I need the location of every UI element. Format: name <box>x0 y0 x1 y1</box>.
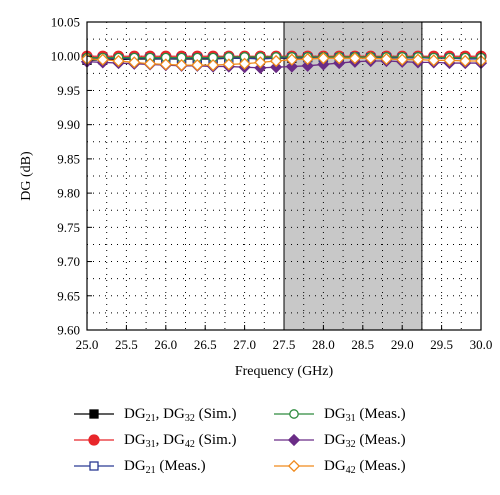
shaded-band-layer <box>283 21 423 331</box>
data-point <box>459 54 472 68</box>
data-point <box>364 52 377 65</box>
data-point <box>317 58 330 71</box>
x-tick-label: 28.5 <box>351 337 374 352</box>
data-point <box>143 57 157 70</box>
data-point <box>222 58 235 71</box>
x-tick-label: 30.0 <box>470 337 493 352</box>
shaded-band <box>283 21 423 331</box>
y-tick-label: 9.90 <box>57 117 80 132</box>
x-tick-label: 29.5 <box>430 337 453 352</box>
data-point <box>411 53 425 66</box>
data-point <box>396 53 409 66</box>
y-tick-label: 9.80 <box>57 186 80 201</box>
data-point <box>427 54 440 67</box>
y-tick-label: 9.75 <box>57 220 80 235</box>
data-point <box>317 52 330 65</box>
data-point <box>270 54 283 68</box>
x-tick-label: 26.0 <box>154 337 177 352</box>
x-tick-label: 25.0 <box>76 337 99 352</box>
y-tick-label: 9.65 <box>57 288 80 303</box>
tick-layer: 25.0 25.5 26.0 26.5 27.0 27.5 28.0 28.5 29.0 29.5… <box>51 15 493 353</box>
x-tick-label: 27.5 <box>273 337 296 352</box>
y-axis-label: DG (dB) <box>19 151 34 201</box>
y-tick-label: 9.95 <box>57 83 80 98</box>
data-point <box>348 52 362 65</box>
x-tick-label: 29.0 <box>391 337 414 352</box>
y-tick-label: 10.05 <box>51 15 80 30</box>
y-tick-label: 9.85 <box>57 151 80 166</box>
data-point <box>301 52 314 66</box>
data-point <box>128 56 141 69</box>
x-tick-label: 27.0 <box>233 337 256 352</box>
y-tick-label: 10.00 <box>51 49 80 64</box>
data-point <box>238 57 251 70</box>
data-point <box>333 52 346 65</box>
data-point <box>254 56 267 69</box>
data-point <box>112 54 125 68</box>
data-point <box>380 52 393 66</box>
data-point <box>301 59 314 72</box>
x-tick-label: 28.0 <box>312 337 335 352</box>
x-tick-label: 26.5 <box>194 337 217 352</box>
data-point <box>443 54 456 67</box>
series-layer <box>80 50 488 74</box>
data-point <box>175 59 188 72</box>
y-tick-label: 9.70 <box>57 254 80 269</box>
y-tick-label: 9.60 <box>57 323 80 338</box>
data-point <box>270 61 283 74</box>
data-point <box>159 58 172 71</box>
data-point <box>206 59 220 72</box>
data-point <box>96 53 109 66</box>
data-point <box>285 53 298 66</box>
series-6 <box>80 52 488 72</box>
data-point <box>285 60 298 73</box>
x-axis-label: Frequency (GHz) <box>235 364 334 379</box>
x-tick-label: 25.5 <box>115 337 138 352</box>
data-point <box>191 59 204 72</box>
